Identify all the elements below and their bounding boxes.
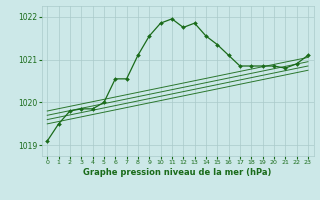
X-axis label: Graphe pression niveau de la mer (hPa): Graphe pression niveau de la mer (hPa)	[84, 168, 272, 177]
